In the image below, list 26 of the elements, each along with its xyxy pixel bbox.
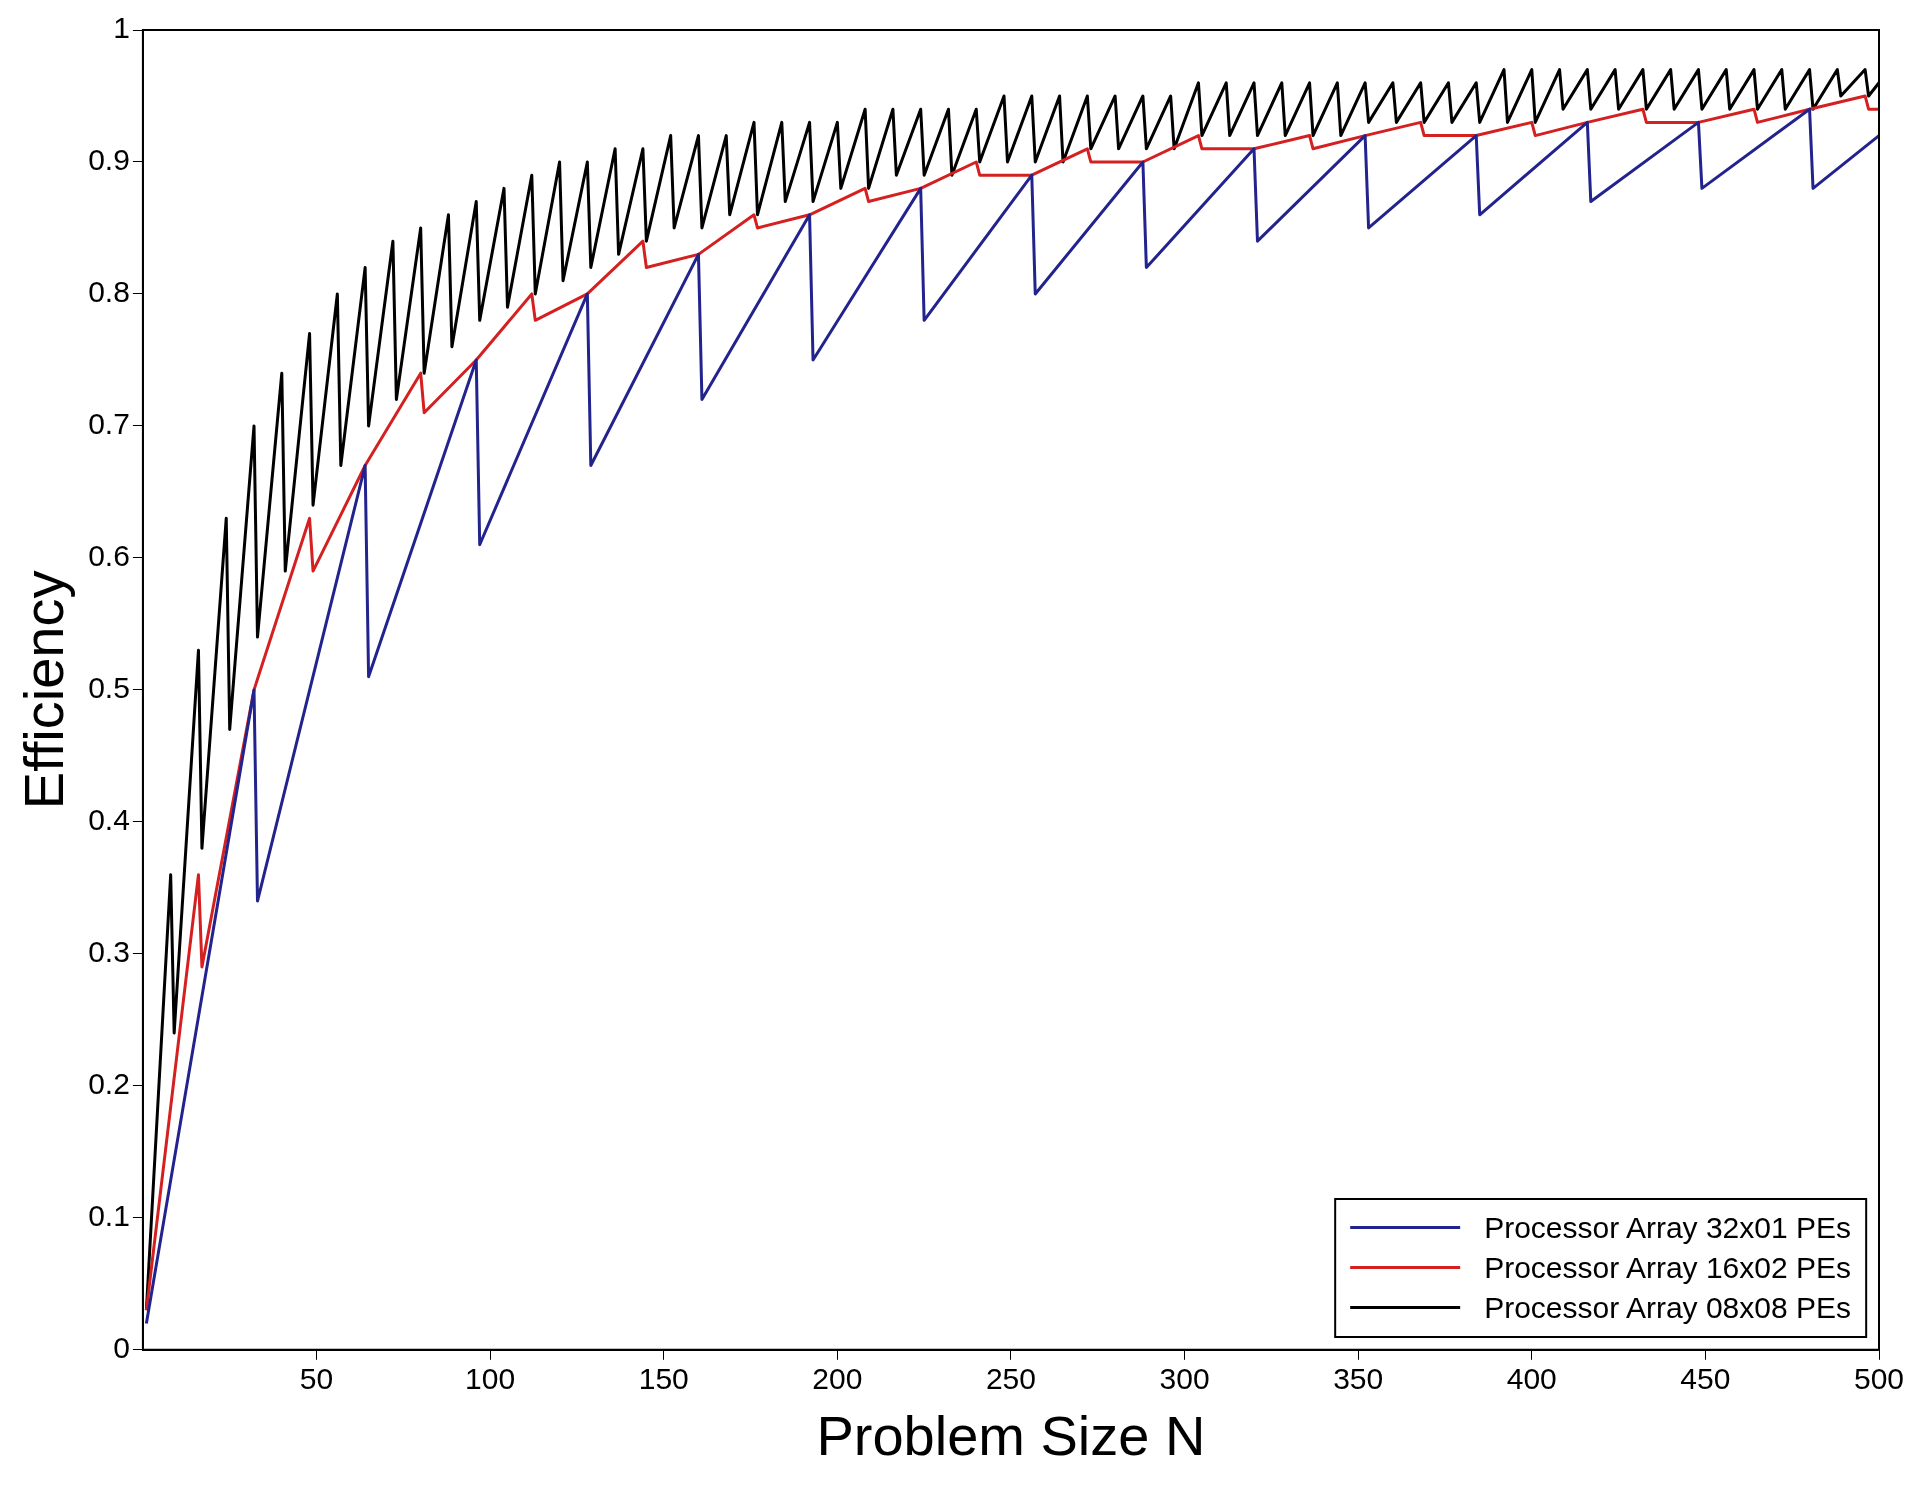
- x-tick-label: 250: [985, 1362, 1036, 1396]
- y-tick-label: 1: [113, 11, 130, 45]
- x-tick-label: 400: [1506, 1362, 1557, 1396]
- x-tick-label: 50: [299, 1362, 334, 1396]
- x-tick-label: 200: [812, 1362, 863, 1396]
- y-tick-label: 0.2: [88, 1067, 130, 1101]
- y-axis-title: Efficiency: [12, 570, 76, 810]
- y-tick-label: 0.6: [88, 539, 130, 573]
- legend-label: Processor Array 16x02 PEs: [1484, 1249, 1851, 1286]
- x-axis-title: Problem Size N: [816, 1403, 1206, 1467]
- legend-label: Processor Array 08x08 PEs: [1484, 1289, 1851, 1326]
- y-tick-label: 0: [113, 1331, 130, 1365]
- legend-label: Processor Array 32x01 PEs: [1484, 1209, 1851, 1246]
- x-tick-label: 350: [1333, 1362, 1384, 1396]
- x-tick-label: 300: [1159, 1362, 1210, 1396]
- y-tick-label: 0.8: [88, 275, 130, 309]
- x-tick-label: 500: [1853, 1362, 1905, 1396]
- x-tick-label: 150: [638, 1362, 689, 1396]
- y-tick-label: 0.7: [88, 407, 130, 441]
- x-tick-label: 450: [1680, 1362, 1731, 1396]
- y-tick-label: 0.9: [88, 143, 130, 177]
- x-tick-label: 100: [465, 1362, 516, 1396]
- y-tick-label: 0.3: [88, 935, 130, 969]
- y-tick-label: 0.4: [88, 803, 130, 837]
- y-tick-label: 0.5: [88, 671, 130, 705]
- y-tick-label: 0.1: [88, 1199, 130, 1233]
